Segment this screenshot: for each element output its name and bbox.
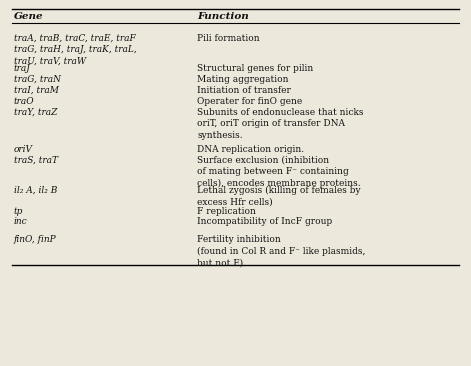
- Text: Pili formation: Pili formation: [197, 34, 260, 43]
- Text: Incompatibility of IncF group: Incompatibility of IncF group: [197, 217, 333, 227]
- Text: Structural genes for pilin: Structural genes for pilin: [197, 64, 314, 73]
- Text: traJ: traJ: [14, 64, 31, 73]
- Text: Subunits of endonuclease that nicks
oriT, oriT origin of transfer DNA
synthesis.: Subunits of endonuclease that nicks oriT…: [197, 108, 364, 140]
- Text: DNA replication origin.: DNA replication origin.: [197, 145, 305, 154]
- Text: Gene: Gene: [14, 12, 43, 21]
- Text: Mating aggregation: Mating aggregation: [197, 75, 289, 84]
- Text: Operater for finO gene: Operater for finO gene: [197, 97, 303, 106]
- Text: Initiation of transfer: Initiation of transfer: [197, 86, 292, 95]
- Text: Surface exclusion (inhibition
of mating between F⁻ containing
cells), encodes me: Surface exclusion (inhibition of mating …: [197, 156, 361, 188]
- Text: finO, finP: finO, finP: [14, 235, 57, 244]
- Text: inc: inc: [14, 217, 27, 227]
- Text: tp: tp: [14, 206, 23, 216]
- Text: F replication: F replication: [197, 206, 256, 216]
- Text: Function: Function: [197, 12, 249, 21]
- Text: Lethal zygosis (killing of females by
excess Hfr cells): Lethal zygosis (killing of females by ex…: [197, 186, 361, 206]
- Text: traG, traN: traG, traN: [14, 75, 61, 84]
- Text: traS, traT: traS, traT: [14, 156, 58, 165]
- Text: il₂ A, il₂ B: il₂ A, il₂ B: [14, 186, 57, 195]
- Text: traY, traZ: traY, traZ: [14, 108, 57, 117]
- Text: traA, traB, traC, traE, traF
traG, traH, traJ, traK, traL,
traU, traV, traW: traA, traB, traC, traE, traF traG, traH,…: [14, 34, 137, 66]
- Text: traO: traO: [14, 97, 34, 106]
- Text: traI, traM: traI, traM: [14, 86, 59, 95]
- Text: oriV: oriV: [14, 145, 33, 154]
- Text: Fertility inhibition
(found in Col R and F⁻ like plasmids,
but not F): Fertility inhibition (found in Col R and…: [197, 235, 366, 268]
